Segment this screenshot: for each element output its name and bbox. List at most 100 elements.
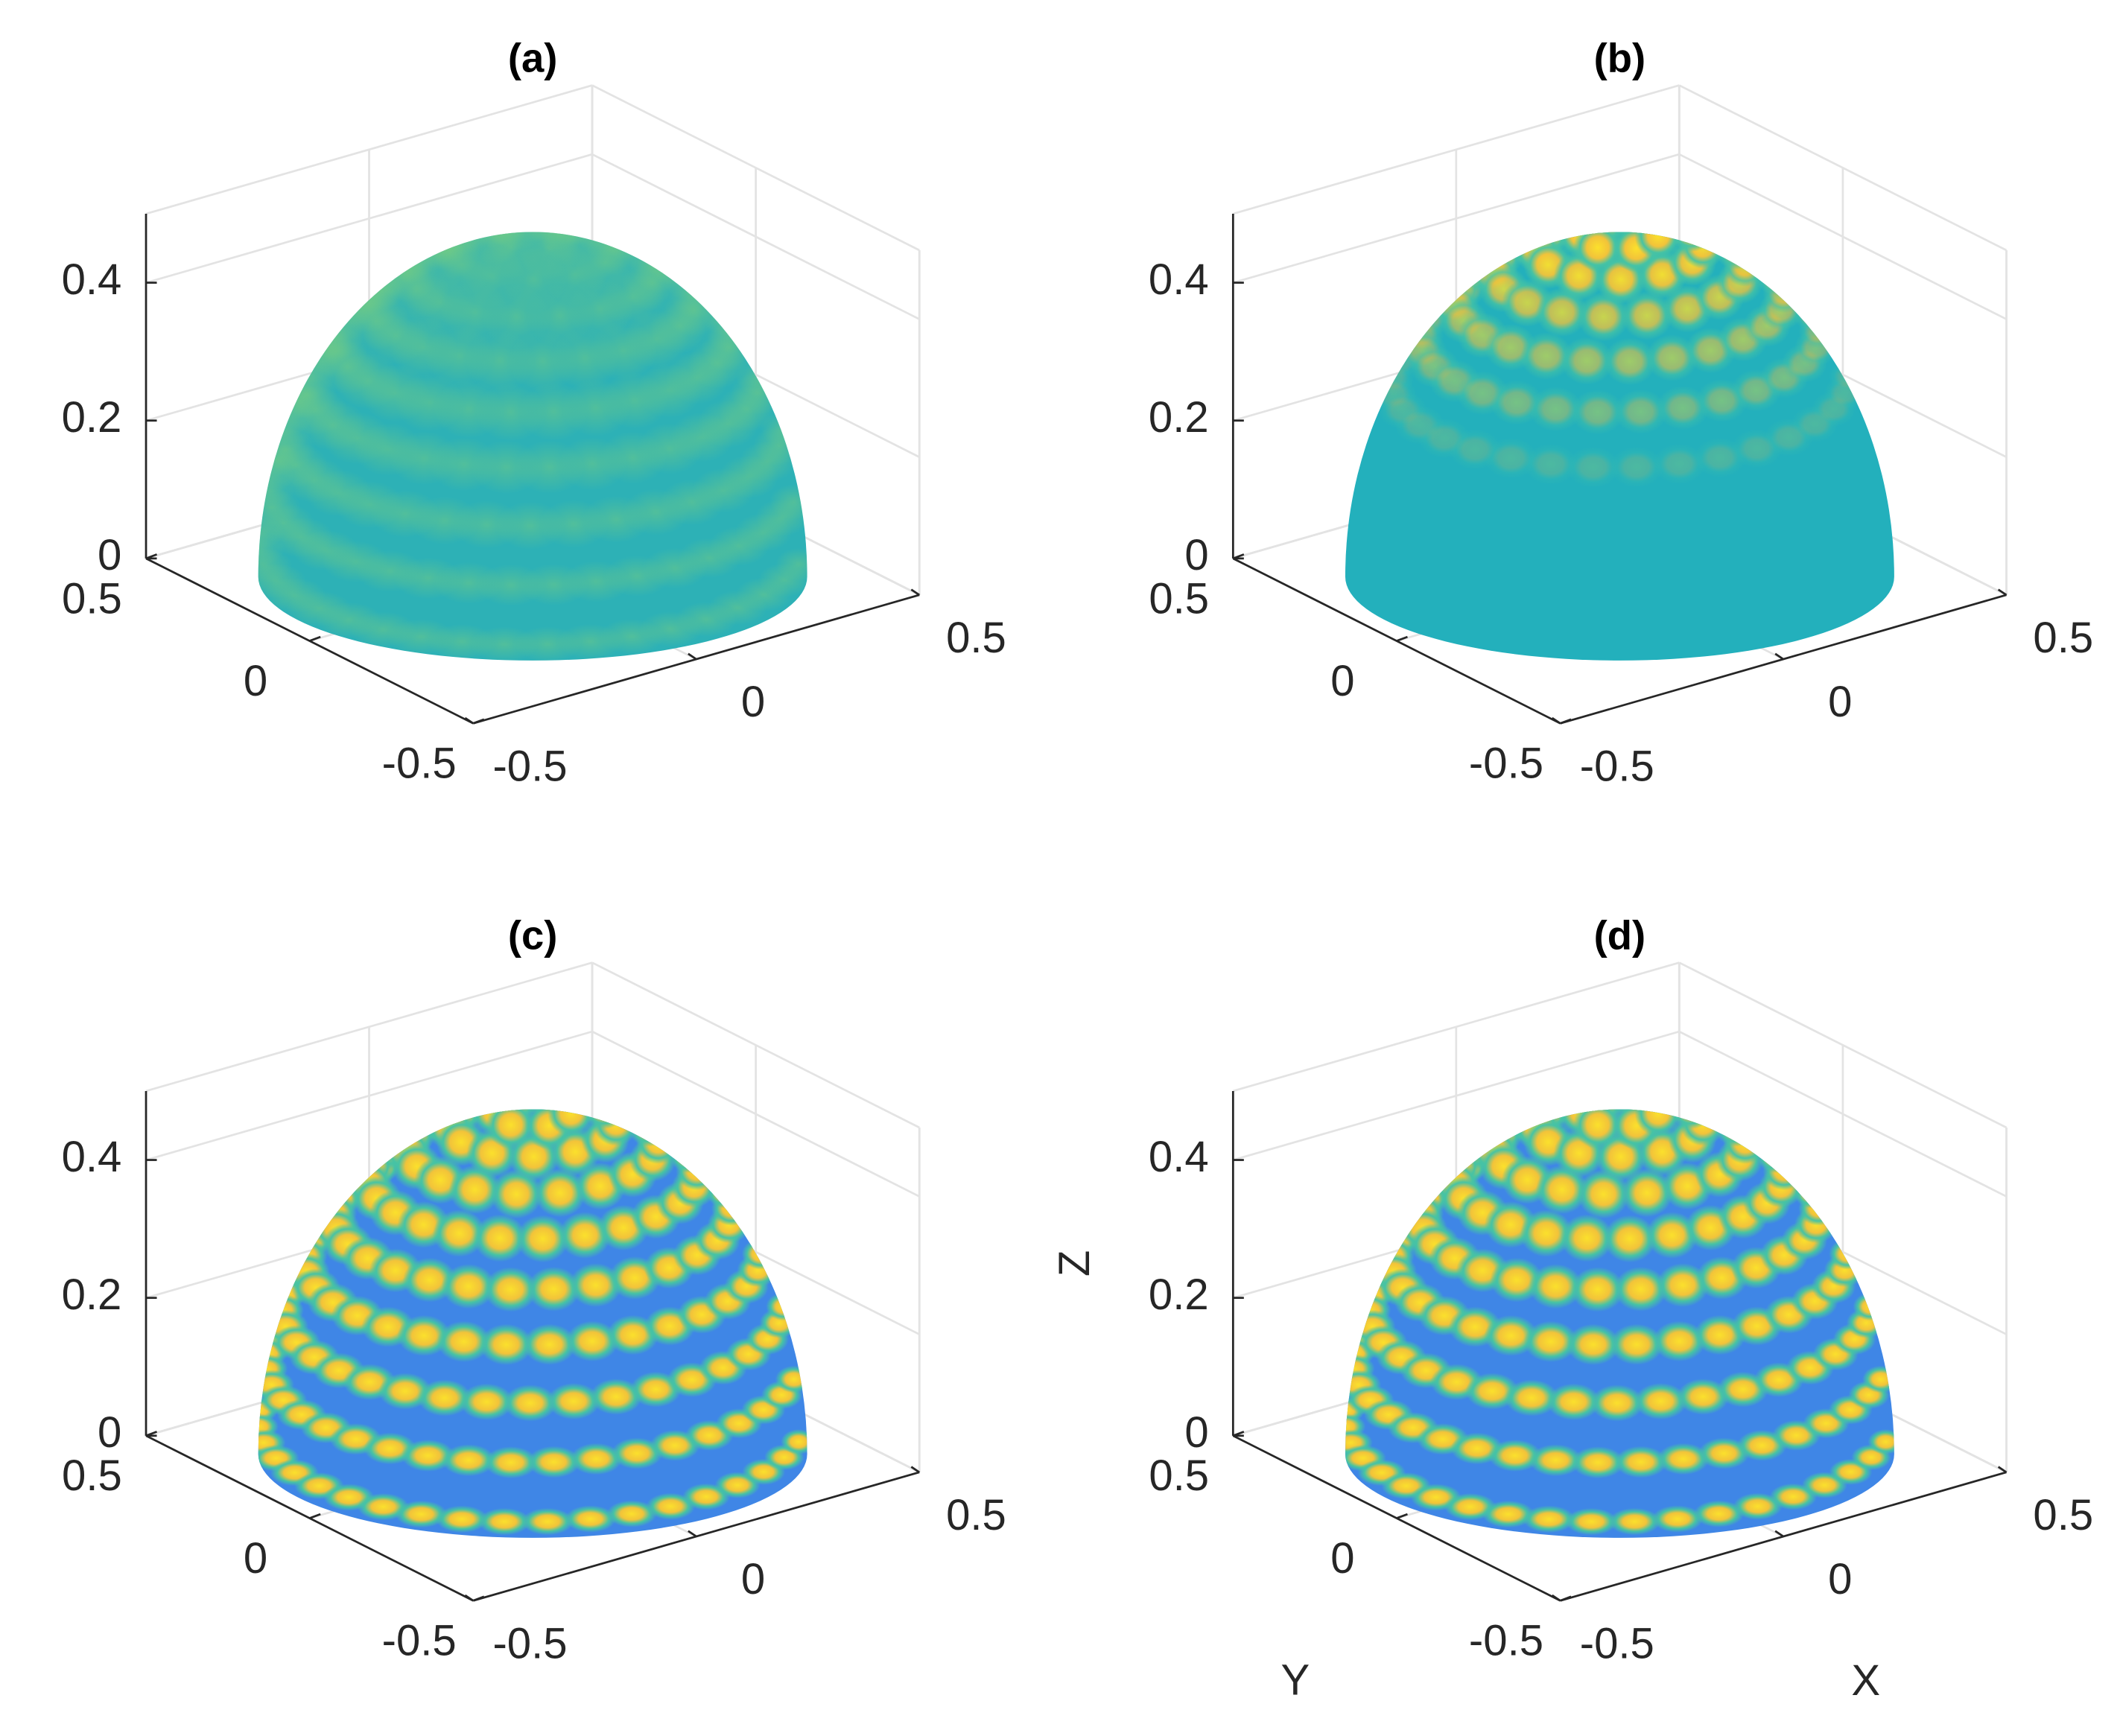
pattern-spot (1603, 1215, 1657, 1263)
pattern-spot (522, 1323, 577, 1365)
x-tick-label: -0.5 (492, 742, 567, 790)
z-tick-label: 0.2 (62, 393, 122, 442)
pattern-spot (1566, 1323, 1621, 1366)
pattern-spot (646, 1492, 696, 1520)
pattern-spot (1621, 291, 1673, 340)
y-tick-label: -0.5 (382, 1617, 457, 1665)
x-tick (688, 1530, 697, 1538)
y-tick-label: 0.5 (62, 1452, 122, 1500)
pattern-spot (1867, 1428, 1894, 1454)
pattern-spot (1614, 1446, 1668, 1478)
x-tick (1997, 1466, 2008, 1473)
pattern-spot (473, 1214, 527, 1262)
x-tick (1551, 1594, 1561, 1602)
pattern-spot (486, 1109, 536, 1149)
x-axis (1560, 594, 2007, 725)
y-tick-label: -0.5 (1469, 740, 1543, 788)
pattern-spot (775, 547, 807, 582)
pattern-spot (1560, 337, 1614, 385)
z-tick-label: 0.2 (1149, 393, 1209, 442)
x-tick-label: 0 (1828, 678, 1852, 726)
y-tick-label: 0 (1330, 657, 1354, 705)
pattern-spot (490, 1169, 543, 1219)
pattern-spot (1853, 1292, 1888, 1321)
pattern-spot (1733, 1492, 1783, 1520)
pattern-spot (1793, 299, 1830, 331)
x-tick (688, 652, 697, 661)
x-tick-label: 0.5 (2033, 1491, 2093, 1539)
pattern-spot (606, 1500, 657, 1527)
y-axis-label: Y (1280, 1656, 1310, 1704)
pattern-spot (1603, 337, 1657, 386)
y-tick (1232, 1431, 1245, 1437)
x-tick-label: 0 (741, 1555, 765, 1603)
pattern-spot (589, 1379, 643, 1415)
x-tick (910, 588, 920, 596)
panel: 00.20.4-0.500.5-0.500.5(d)ZY X (1050, 912, 2093, 1705)
pattern-spot (565, 1320, 619, 1362)
pattern-spot (503, 1384, 557, 1422)
x-tick-label: 0.5 (2033, 614, 2093, 662)
pattern-spot (1570, 390, 1625, 435)
pattern-spot (611, 1437, 663, 1469)
pattern-spot (484, 1446, 538, 1479)
pattern-spot (540, 232, 602, 267)
x-tick-label: 0 (741, 678, 765, 726)
pattern-spot (1798, 314, 1839, 349)
pattern-spot (401, 1439, 455, 1472)
pattern-spot (432, 1209, 486, 1257)
pattern-spot (1484, 437, 1538, 479)
x-tick-label: -0.5 (492, 1619, 567, 1667)
pattern-spot (1504, 1379, 1559, 1417)
pattern-spot (1756, 1138, 1796, 1174)
pattern-spot (559, 1212, 612, 1259)
pattern-spot (527, 1266, 581, 1311)
x-tick-label: 0.5 (946, 614, 1006, 662)
panel-title: (a) (508, 35, 558, 80)
pattern-spot (1793, 1177, 1830, 1209)
pattern-spot (1577, 292, 1630, 342)
pattern-spot (1484, 1314, 1538, 1356)
pattern-spot (1608, 1507, 1661, 1536)
pattern-spot (1598, 1109, 1640, 1114)
z-tick-label: 0.2 (62, 1271, 122, 1319)
pattern-spot (441, 1264, 496, 1309)
pattern-spot (1656, 1263, 1710, 1308)
pattern-spot (1677, 1379, 1730, 1415)
pattern-spot (1756, 261, 1796, 296)
pattern-spot (477, 1507, 531, 1536)
panel-title: (c) (508, 912, 558, 958)
pattern-spot (527, 1446, 581, 1478)
pattern-spot (769, 484, 807, 520)
panel: 00.20.4-0.500.5-0.500.5(b) (1149, 35, 2093, 790)
pattern-spot (1598, 232, 1640, 237)
x-tick (1997, 588, 2008, 596)
pattern-spot (1652, 1320, 1707, 1362)
y-tick (145, 1431, 158, 1437)
pattern-spot (1488, 1439, 1542, 1472)
pattern-spot (781, 1428, 807, 1454)
pattern-spot (1715, 232, 1756, 270)
pattern-spot (1657, 1443, 1710, 1475)
dome-pattern (258, 232, 807, 661)
pattern-spot (627, 1109, 670, 1147)
pattern-spot (1610, 1323, 1664, 1365)
pattern-spot (1520, 332, 1573, 380)
y-tick-label: 0 (244, 1534, 267, 1583)
pattern-spot (1621, 1169, 1673, 1218)
pattern-spot (547, 1383, 600, 1420)
y-tick (1396, 635, 1408, 642)
pattern-spot (1565, 1507, 1618, 1536)
z-tick-label: 0 (98, 1408, 121, 1457)
pattern-spot (1862, 1365, 1894, 1393)
y-tick (145, 553, 158, 560)
pattern-spot (534, 1169, 586, 1218)
pattern-spot (1613, 389, 1668, 434)
x-tick (1551, 716, 1561, 725)
x-tick (910, 1466, 920, 1473)
pattern-spot (1798, 1191, 1839, 1226)
pattern-spot (1566, 446, 1621, 489)
x-tick-label: -0.5 (1580, 742, 1654, 790)
